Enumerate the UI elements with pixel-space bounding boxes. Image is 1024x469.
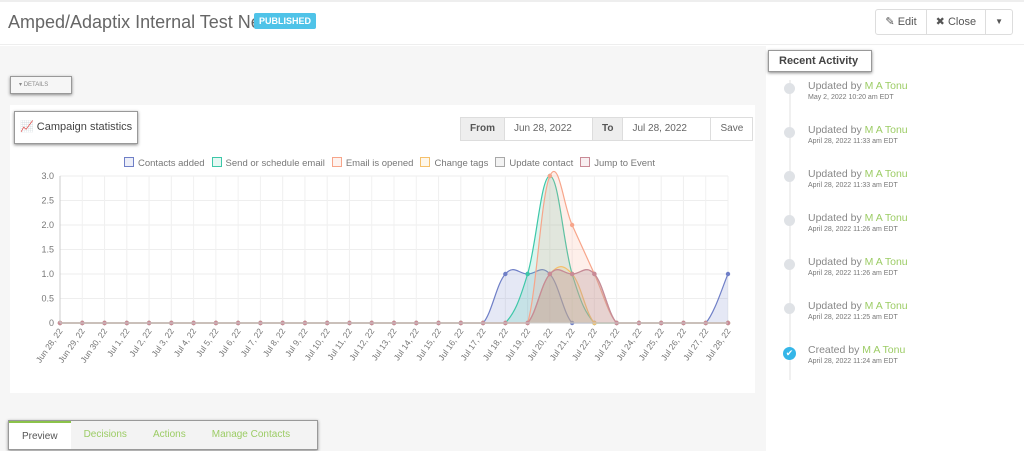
activity-user-link[interactable]: M A Tonu bbox=[864, 80, 908, 92]
legend-swatch bbox=[495, 157, 506, 167]
timeline-dot-icon bbox=[784, 215, 795, 226]
timeline-dot-icon bbox=[784, 83, 795, 94]
edit-icon: ✎ bbox=[885, 16, 898, 28]
tab-decisions[interactable]: Decisions bbox=[83, 429, 127, 440]
campaign-statistics-heading: 📈 Campaign statistics bbox=[14, 111, 138, 144]
line-chart-icon: 📈 bbox=[20, 121, 34, 133]
activity-time: April 28, 2022 11:26 am EDT bbox=[808, 270, 898, 277]
from-date-input[interactable]: Jun 28, 2022 bbox=[505, 118, 593, 140]
activity-time: April 28, 2022 11:25 am EDT bbox=[808, 314, 898, 321]
data-point bbox=[569, 222, 575, 228]
date-range-form: From Jun 28, 2022 To Jul 28, 2022 Save bbox=[460, 117, 754, 141]
timeline-dot-icon bbox=[784, 171, 795, 182]
series-area bbox=[60, 266, 728, 323]
timeline-dot-icon bbox=[784, 303, 795, 314]
legend-item[interactable]: Change tags bbox=[420, 157, 488, 169]
status-badge: PUBLISHED bbox=[254, 13, 317, 29]
legend-swatch bbox=[124, 157, 134, 167]
activity-action: Updated by bbox=[808, 124, 862, 136]
activity-action: Created by bbox=[808, 344, 860, 356]
activity-time: April 28, 2022 11:33 am EDT bbox=[808, 138, 898, 145]
close-button[interactable]: ✖ Close bbox=[927, 10, 987, 34]
recent-activity-heading: Recent Activity bbox=[768, 50, 872, 72]
activity-action: Updated by bbox=[808, 300, 862, 312]
data-point bbox=[525, 271, 530, 277]
activity-action: Updated by bbox=[808, 80, 862, 92]
close-icon: ✖ bbox=[935, 16, 948, 28]
campaign-tabs: Preview Decisions Actions Manage Contact… bbox=[8, 420, 318, 450]
activity-user-link[interactable]: M A Tonu bbox=[862, 344, 906, 356]
timeline-dot-icon bbox=[784, 127, 795, 138]
y-tick-label: 1.5 bbox=[41, 245, 54, 255]
page-header bbox=[0, 0, 1024, 45]
tab-actions[interactable]: Actions bbox=[152, 429, 186, 440]
activity-user-link[interactable]: M A Tonu bbox=[864, 124, 908, 136]
timeline-dot-icon bbox=[784, 259, 795, 270]
legend-swatch bbox=[420, 157, 431, 167]
activity-time: May 2, 2022 10:20 am EDT bbox=[808, 94, 894, 101]
edit-button[interactable]: ✎ Edit bbox=[876, 10, 927, 34]
to-label: To bbox=[593, 118, 624, 140]
series-area bbox=[60, 176, 728, 323]
series-area bbox=[60, 171, 728, 323]
y-tick-label: 3.0 bbox=[41, 171, 54, 181]
activity-time: April 28, 2022 11:26 am EDT bbox=[808, 226, 898, 233]
y-tick-label: 2.5 bbox=[41, 196, 54, 206]
data-point bbox=[569, 271, 575, 277]
tab-content bbox=[0, 451, 766, 469]
caret-down-icon[interactable]: ▼ bbox=[995, 17, 1003, 26]
to-date-input[interactable]: Jul 28, 2022 bbox=[623, 118, 712, 140]
activity-time: April 28, 2022 11:33 am EDT bbox=[808, 182, 898, 189]
legend-swatch bbox=[331, 157, 342, 167]
save-button[interactable]: Save bbox=[720, 123, 744, 134]
header-actions: ✎ Edit ✖ Close ▼ bbox=[875, 9, 1013, 35]
y-tick-label: 2.0 bbox=[41, 220, 54, 230]
series-area bbox=[60, 269, 728, 323]
series-area bbox=[60, 269, 728, 323]
data-point bbox=[547, 173, 553, 179]
legend-swatch bbox=[211, 157, 222, 167]
legend-item[interactable]: Update contact bbox=[495, 157, 573, 169]
series-area bbox=[60, 269, 728, 323]
page-title: Amped/Adaptix Internal Test New bbox=[8, 12, 274, 32]
timeline-line bbox=[789, 80, 791, 380]
data-point bbox=[503, 271, 508, 277]
legend-swatch bbox=[580, 157, 591, 167]
y-tick-label: 0.5 bbox=[41, 294, 54, 304]
check-circle-icon: ✔ bbox=[783, 347, 796, 360]
legend-item[interactable]: Contacts added bbox=[124, 157, 205, 169]
tab-manage-contacts[interactable]: Manage Contacts bbox=[211, 429, 291, 440]
legend-item[interactable]: Send or schedule email bbox=[211, 157, 325, 169]
activity-user-link[interactable]: M A Tonu bbox=[864, 300, 908, 312]
activity-user-link[interactable]: M A Tonu bbox=[864, 256, 908, 268]
activity-action: Updated by bbox=[808, 212, 862, 224]
data-point bbox=[592, 271, 597, 277]
details-toggle-button[interactable]: ▾ DETAILS bbox=[10, 76, 72, 94]
legend-item[interactable]: Email is opened bbox=[331, 157, 413, 169]
y-tick-label: 1.0 bbox=[41, 269, 54, 279]
activity-action: Updated by bbox=[808, 168, 862, 180]
activity-action: Updated by bbox=[808, 256, 862, 268]
tab-preview[interactable]: Preview bbox=[9, 421, 71, 449]
chart-legend: Contacts added Send or schedule email Emai… bbox=[124, 157, 655, 169]
y-tick-label: 0 bbox=[49, 318, 54, 328]
legend-item[interactable]: Jump to Event bbox=[580, 157, 655, 169]
activity-time: April 28, 2022 11:24 am EDT bbox=[808, 358, 898, 365]
from-label: From bbox=[461, 118, 505, 140]
data-point bbox=[547, 271, 553, 277]
activity-user-link[interactable]: M A Tonu bbox=[864, 168, 908, 180]
data-point bbox=[725, 271, 731, 277]
activity-user-link[interactable]: M A Tonu bbox=[864, 212, 908, 224]
